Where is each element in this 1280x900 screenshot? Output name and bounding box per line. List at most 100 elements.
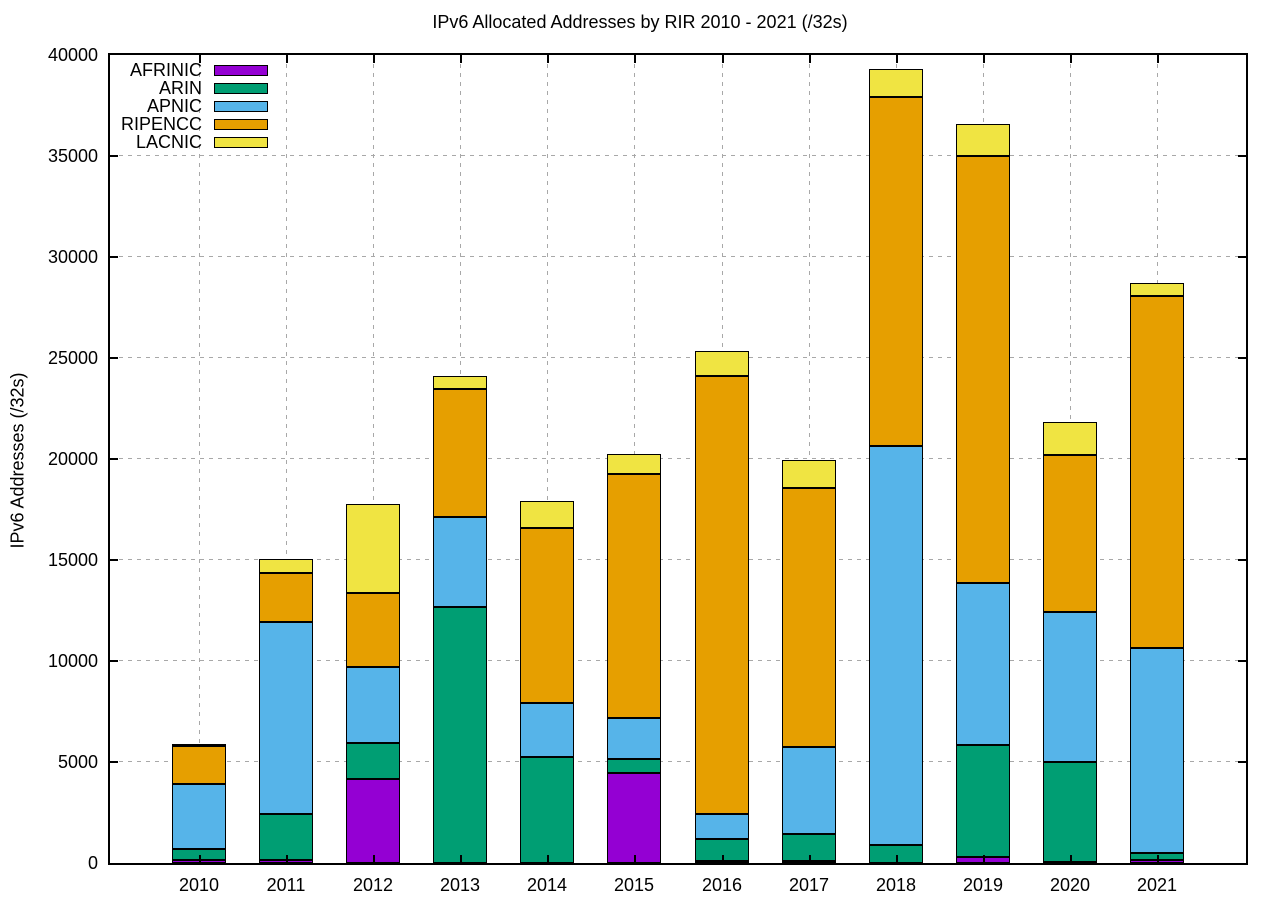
legend-swatch-ARIN [214,82,268,94]
legend-entry-LACNIC: LACNIC [110,133,268,151]
y-tick-right [1238,761,1246,763]
x-tick-bottom [373,855,375,863]
x-tick-label: 2014 [526,875,568,895]
x-tick-bottom [1070,855,1072,863]
y-tick-label: 35000 [47,146,98,166]
x-tick-top [199,55,201,63]
bar-segment-2016-RIPENCC [695,376,749,814]
y-tick-right [1238,458,1246,460]
bar-segment-2019-APNIC [956,583,1010,745]
legend-entry-ARIN: ARIN [110,79,268,97]
y-tick-label: 30000 [47,247,98,267]
y-tick-right [1238,256,1246,258]
y-tick-left [110,559,118,561]
bar-segment-2010-LACNIC [172,744,226,746]
bar-segment-2015-RIPENCC [607,474,661,718]
x-tick-top [722,55,724,63]
bar-segment-2016-LACNIC [695,351,749,376]
gridline-h-35000 [110,155,1246,156]
legend-entry-RIPENCC: RIPENCC [110,115,268,133]
x-tick-label: 2021 [1136,875,1178,895]
bar-segment-2014-ARIN [520,757,574,863]
bar-segment-2018-RIPENCC [869,97,923,446]
bar-segment-2019-ARIN [956,745,1010,857]
bar-segment-2014-LACNIC [520,501,574,528]
x-tick-top [1157,55,1159,63]
y-tick-label: 25000 [47,348,98,368]
gridline-h-25000 [110,357,1246,358]
x-tick-label: 2015 [613,875,655,895]
bar-segment-2015-LACNIC [607,454,661,474]
bar-segment-2020-RIPENCC [1043,455,1097,612]
x-tick-top [1070,55,1072,63]
x-tick-bottom [809,855,811,863]
legend-label-AFRINIC: AFRINIC [130,60,202,80]
x-tick-label: 2012 [352,875,394,895]
bar-segment-2020-ARIN [1043,762,1097,862]
gridline-h-30000 [110,256,1246,257]
y-tick-right [1238,155,1246,157]
bar-segment-2019-RIPENCC [956,156,1010,583]
x-tick-label: 2018 [875,875,917,895]
bar-segment-2011-RIPENCC [259,573,313,622]
chart-title: IPv6 Allocated Addresses by RIR 2010 - 2… [432,12,848,32]
x-tick-bottom [199,855,201,863]
bar-segment-2018-APNIC [869,446,923,845]
bar-segment-2021-RIPENCC [1130,296,1184,648]
bar-segment-2012-ARIN [346,743,400,779]
x-tick-top [286,55,288,63]
x-tick-label: 2016 [701,875,743,895]
bar-segment-2013-ARIN [433,607,487,863]
bar-segment-2012-APNIC [346,667,400,743]
gridline-h-20000 [110,458,1246,459]
x-tick-top [460,55,462,63]
legend: AFRINIC ARIN APNIC RIPENCC LACNIC [110,61,268,151]
x-tick-bottom [722,855,724,863]
bar-segment-2021-LACNIC [1130,283,1184,296]
plot-area: AFRINIC ARIN APNIC RIPENCC LACNIC [108,53,1248,865]
y-tick-left [110,155,118,157]
gridline-h-10000 [110,660,1246,661]
legend-swatch-RIPENCC [214,118,268,130]
bar-segment-2010-RIPENCC [172,746,226,784]
bar-segment-2021-APNIC [1130,648,1184,853]
x-tick-label: 2011 [266,875,306,895]
x-tick-bottom [634,855,636,863]
bar-segment-2017-LACNIC [782,460,836,488]
bar-segment-2013-APNIC [433,517,487,607]
bar-segment-2016-APNIC [695,814,749,839]
y-tick-left [110,357,118,359]
legend-label-APNIC: APNIC [146,96,202,116]
y-tick-label: 40000 [47,45,98,65]
x-tick-top [547,55,549,63]
x-tick-top [373,55,375,63]
x-tick-label: 2017 [788,875,830,895]
gridline-h-5000 [110,761,1246,762]
gridline-v-2012 [373,55,374,863]
bar-segment-2018-LACNIC [869,69,923,97]
x-tick-label: 2010 [178,875,220,895]
x-tick-bottom [1157,855,1159,863]
bar-segment-2015-ARIN [607,759,661,773]
legend-swatch-AFRINIC [214,64,268,76]
y-tick-label: 0 [87,853,98,873]
bar-segment-2012-LACNIC [346,504,400,593]
y-tick-left [110,660,118,662]
x-tick-bottom [286,855,288,863]
bar-segment-2014-RIPENCC [520,528,574,703]
bar-segment-2015-AFRINIC [607,773,661,863]
bar-segment-2020-APNIC [1043,612,1097,762]
y-tick-right [1238,559,1246,561]
x-tick-label: 2019 [962,875,1004,895]
x-tick-bottom [896,855,898,863]
gridline-v-2010 [199,55,200,863]
bar-segment-2020-LACNIC [1043,422,1097,455]
x-tick-top [896,55,898,63]
x-tick-bottom [547,855,549,863]
x-tick-bottom [983,855,985,863]
legend-entry-AFRINIC: AFRINIC [110,61,268,79]
x-tick-label: 2013 [439,875,481,895]
x-tick-top [634,55,636,63]
legend-entry-APNIC: APNIC [110,97,268,115]
